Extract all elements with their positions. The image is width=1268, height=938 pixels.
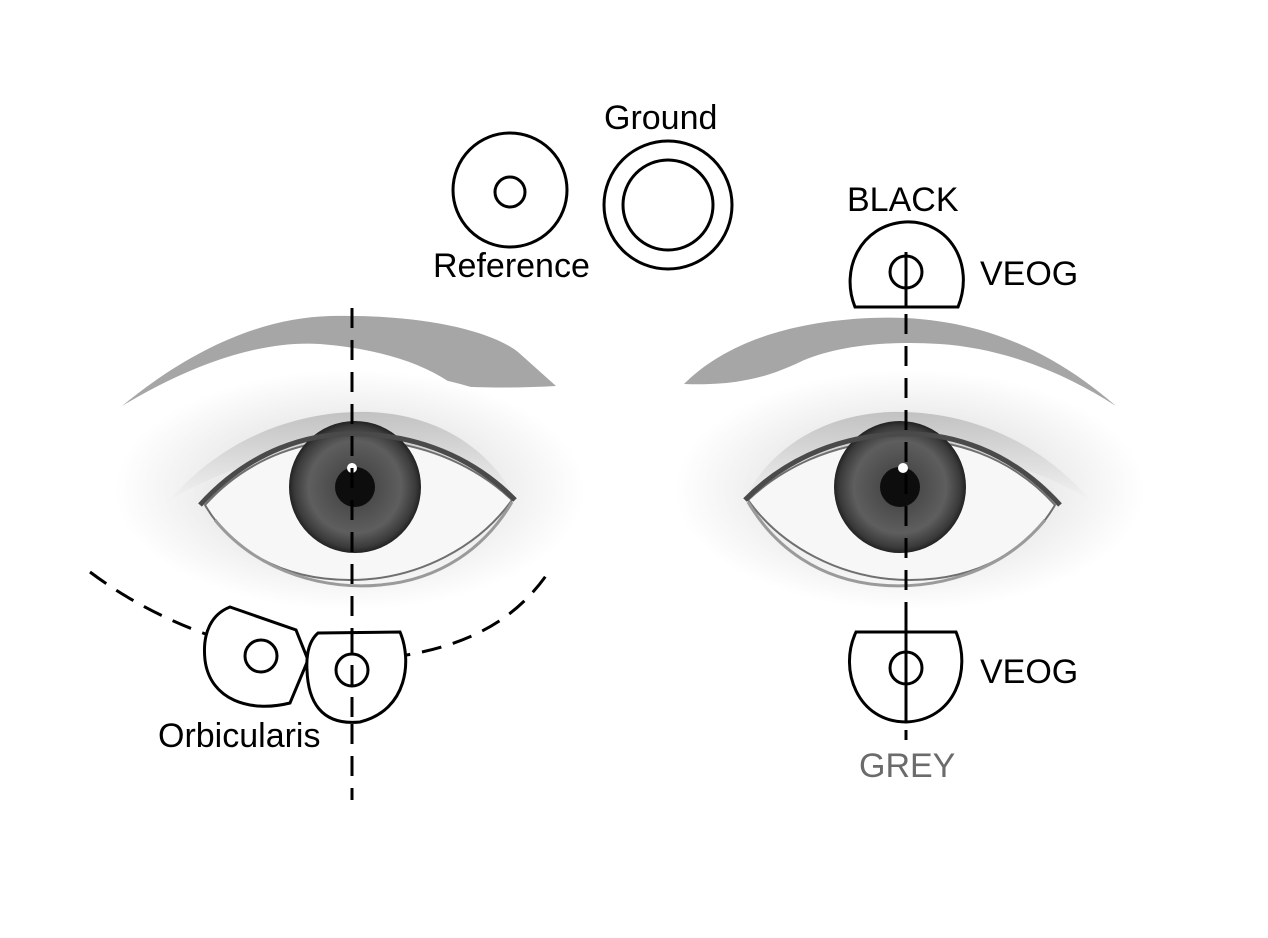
left-eye-lash-line bbox=[198, 431, 517, 507]
black-label: BLACK bbox=[847, 181, 959, 219]
ground-label: Ground bbox=[604, 99, 717, 137]
veog-electrode-bottom bbox=[847, 620, 964, 724]
veog-bottom-label: VEOG bbox=[980, 653, 1078, 691]
reference-electrode bbox=[451, 131, 569, 249]
reference-electrode-outer bbox=[451, 131, 569, 249]
orbicularis-electrode-medial bbox=[305, 630, 408, 724]
right-eye-lower-lid-line bbox=[746, 501, 1047, 588]
orbicularis-electrode-lateral bbox=[202, 605, 310, 708]
ground-electrode bbox=[602, 139, 734, 271]
left-eye-lower-lid-line bbox=[213, 501, 514, 588]
ground-electrode-inner bbox=[621, 158, 715, 252]
orbicularis-electrode-lateral-body bbox=[202, 605, 310, 708]
left-pupil bbox=[335, 467, 375, 507]
veog-top-label: VEOG bbox=[980, 255, 1078, 293]
orbicularis-label: Orbicularis bbox=[158, 717, 320, 755]
left-eyebrow bbox=[122, 315, 556, 406]
right-eye-upper-lid bbox=[745, 411, 1090, 500]
reference-electrode-inner bbox=[493, 175, 527, 209]
orbicularis-electrode-medial-contact bbox=[334, 652, 370, 688]
right-eye bbox=[675, 317, 1145, 610]
reference-label: Reference bbox=[433, 247, 590, 285]
veog-electrode-top bbox=[848, 220, 965, 309]
right-eye-lash-line bbox=[743, 431, 1062, 507]
right-pupil bbox=[880, 467, 920, 507]
right-eye-highlight bbox=[898, 463, 908, 473]
orbicularis-electrode-lateral-contact bbox=[243, 638, 279, 674]
orbicularis-electrode-medial-body bbox=[305, 630, 408, 724]
left-eye bbox=[115, 315, 585, 610]
right-eyebrow bbox=[684, 317, 1116, 406]
grey-label: GREY bbox=[859, 747, 955, 785]
left-eye-upper-lid bbox=[170, 411, 515, 500]
